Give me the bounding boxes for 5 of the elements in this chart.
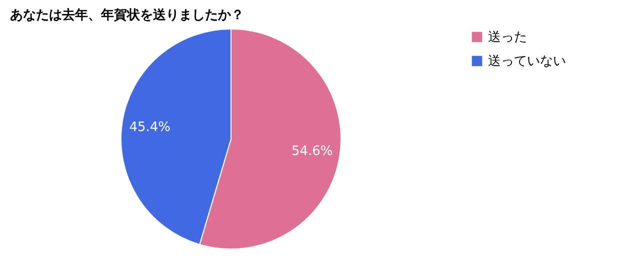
- data-label: 45.4%: [129, 120, 171, 136]
- legend-label: 送っていない: [488, 54, 566, 69]
- chart-title: あなたは去年、年賀状を送りましたか？: [10, 8, 244, 23]
- legend-label: 送った: [488, 30, 527, 45]
- data-label: 54.6%: [291, 144, 333, 159]
